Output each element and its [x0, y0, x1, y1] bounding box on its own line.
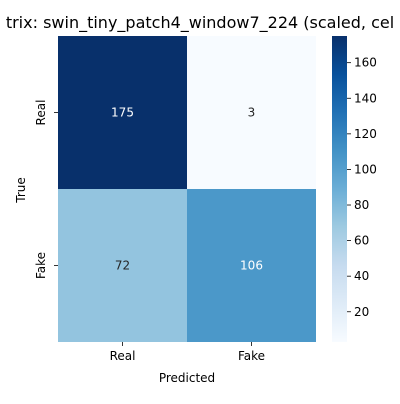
y-axis-ticks: Real Fake [34, 100, 58, 279]
colorbar-ticks: 20 40 60 80 100 120 140 160 [347, 56, 377, 319]
colorbar-tick-label: 80 [354, 198, 369, 212]
colorbar-tick-label: 40 [354, 269, 369, 283]
colorbar [332, 36, 347, 342]
heatmap-cell [58, 36, 187, 189]
y-axis-label: True [14, 177, 28, 204]
x-axis-ticks: Real Fake [110, 342, 265, 363]
x-tick-label: Fake [238, 349, 265, 363]
cell-value-label: 3 [248, 106, 256, 120]
cell-value-label: 106 [240, 259, 263, 273]
heatmap-cell [187, 36, 316, 189]
colorbar-tick-label: 120 [354, 127, 377, 141]
cell-value-label: 175 [111, 106, 134, 120]
y-tick-label: Fake [34, 252, 48, 279]
heatmap-cells: 175 3 72 106 [58, 36, 316, 342]
colorbar-tick-label: 20 [354, 305, 369, 319]
y-tick-label: Real [34, 100, 48, 126]
x-axis-label: Predicted [159, 371, 215, 385]
colorbar-tick-label: 140 [354, 91, 377, 105]
colorbar-tick-label: 160 [354, 56, 377, 70]
chart-title: trix: swin_tiny_patch4_window7_224 (scal… [6, 13, 394, 33]
heatmap-cell [187, 189, 316, 342]
colorbar-tick-label: 100 [354, 162, 377, 176]
heatmap-cell [58, 189, 187, 342]
colorbar-tick-label: 60 [354, 234, 369, 248]
cell-value-label: 72 [115, 259, 130, 273]
x-tick-label: Real [110, 349, 136, 363]
